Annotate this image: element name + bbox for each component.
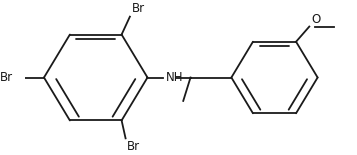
Text: Br: Br — [0, 71, 12, 84]
Text: Br: Br — [127, 140, 140, 153]
Text: O: O — [311, 13, 320, 26]
Text: Br: Br — [131, 2, 145, 15]
Text: NH: NH — [166, 71, 183, 84]
